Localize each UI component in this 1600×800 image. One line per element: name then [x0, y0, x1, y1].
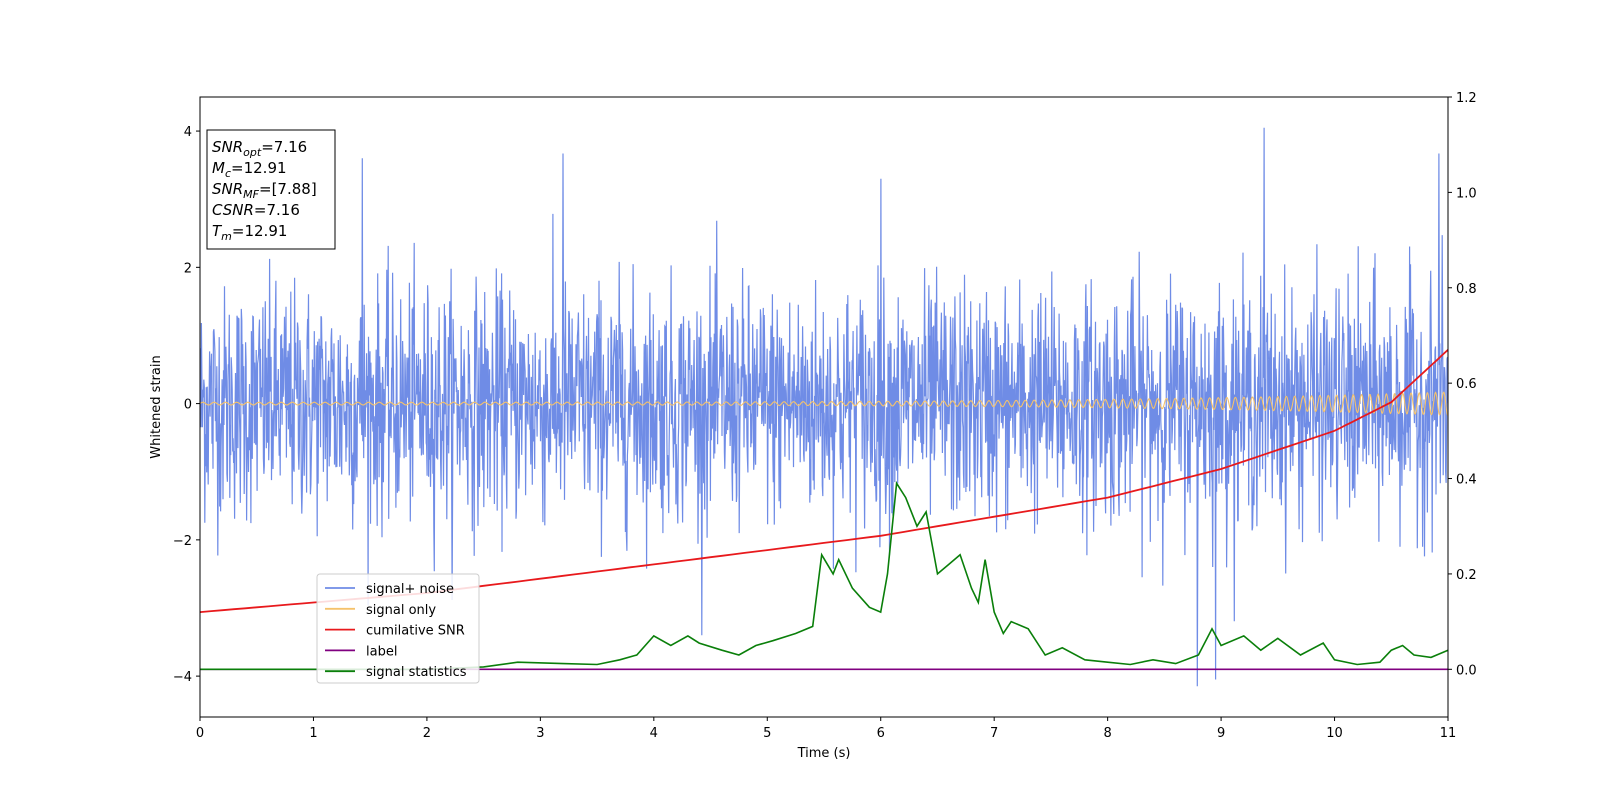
x-tick-label: 8 [1103, 726, 1111, 741]
annotation-box: SNRopt=7.16Mc=12.91SNRMF=[7.88]CSNR=7.16… [206, 129, 336, 250]
y-right-tick-label: 1.2 [1456, 91, 1477, 106]
annotation-line: Tm=12.91 [212, 222, 287, 243]
plot-frame [199, 96, 1449, 718]
y-right-tick-label: 0.0 [1456, 663, 1477, 678]
legend-label: signal statistics [366, 665, 467, 680]
legend-label: signal only [366, 603, 436, 618]
y-left-tick-label: −4 [173, 670, 192, 685]
x-tick-label: 10 [1326, 726, 1343, 741]
annotation-line: Mc=12.91 [212, 159, 287, 180]
axis-layer: 0 1 2 3 4 5 6 7 8 9 10 11 4 2 0 −2 −4 1.2 1.0 0.8 0.6 0.4 0.2 0… [173, 91, 1477, 741]
x-axis-label: Time (s) [797, 746, 851, 761]
y-left-tick-label: −2 [173, 534, 192, 549]
x-tick-label: 2 [423, 726, 431, 741]
legend-label: cumilative SNR [366, 624, 465, 639]
y-right-tick-label: 0.6 [1456, 377, 1477, 392]
legend-label: signal+ noise [366, 582, 454, 597]
x-tick-label: 5 [763, 726, 771, 741]
legend-label: label [366, 644, 397, 659]
y-left-tick-label: 2 [184, 261, 192, 276]
series-signal-noise [200, 127, 1448, 687]
series-signal-only [200, 391, 1448, 416]
series-signal-statistics [200, 480, 1448, 671]
y-left-tick-label: 0 [184, 398, 192, 413]
annotation-line: SNRopt=7.16 [212, 138, 307, 159]
y-right-tick-label: 0.2 [1456, 568, 1477, 583]
x-tick-label: 11 [1440, 726, 1457, 741]
x-tick-label: 1 [309, 726, 317, 741]
x-tick-label: 3 [536, 726, 544, 741]
annotation-line: CSNR=7.16 [212, 201, 300, 219]
annotation-line: SNRMF=[7.88] [212, 180, 317, 201]
y-axis-label: Whitened strain [149, 355, 164, 458]
x-tick-label: 9 [1217, 726, 1225, 741]
y-left-tick-label: 4 [184, 125, 192, 140]
x-tick-label: 6 [877, 726, 885, 741]
y-right-tick-label: 0.8 [1456, 282, 1477, 297]
x-tick-label: 4 [650, 726, 658, 741]
x-tick-label: 0 [196, 726, 204, 741]
x-tick-label: 7 [990, 726, 998, 741]
legend: signal+ noise signal only cumilative SNR la… [316, 573, 480, 684]
y-right-tick-label: 0.4 [1456, 473, 1477, 488]
y-right-tick-label: 1.0 [1456, 186, 1477, 201]
